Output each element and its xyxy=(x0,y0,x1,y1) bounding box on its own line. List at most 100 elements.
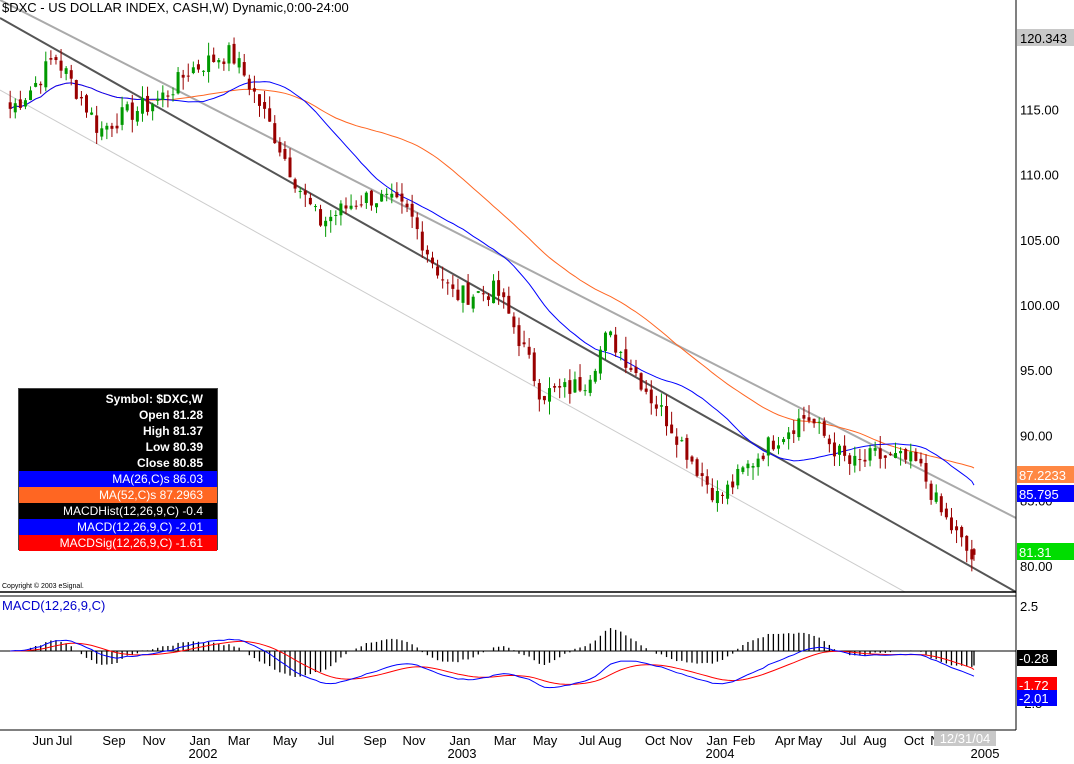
candle-body xyxy=(191,67,195,74)
candle-body xyxy=(268,108,272,122)
candle-body xyxy=(415,217,419,230)
candle-body xyxy=(405,203,409,208)
time-tick-label: Aug xyxy=(598,733,621,748)
macd-panel-title: MACD(12,26,9,C) xyxy=(2,598,105,613)
candle-body xyxy=(466,282,470,305)
candle-body xyxy=(649,389,653,404)
candle-body xyxy=(257,94,261,106)
candle-body xyxy=(822,421,826,436)
candle-body xyxy=(461,285,465,303)
legend-macd: MACD(12,26,9,C) -2.01 xyxy=(19,519,217,535)
candle-body xyxy=(527,346,531,355)
copyright-text: Copyright © 2003 eSignal. xyxy=(2,582,84,590)
time-tick-label: Sep xyxy=(102,733,125,748)
candle-body xyxy=(232,43,236,64)
candle-body xyxy=(614,334,618,353)
candle-body xyxy=(955,526,959,531)
price-tag-last xyxy=(1017,543,1074,560)
candle-body xyxy=(838,445,842,455)
candle-body xyxy=(176,72,180,94)
candle-body xyxy=(237,58,241,68)
candle-body xyxy=(904,449,908,460)
candle-body xyxy=(283,148,287,159)
candle-body xyxy=(481,293,485,295)
year-label: 2002 xyxy=(189,746,218,759)
candle-body xyxy=(349,205,353,209)
candle-body xyxy=(659,405,663,407)
candle-body xyxy=(375,203,379,208)
candle-body xyxy=(573,379,577,393)
legend-macdsig: MACDSig(12,26,9,C) -1.61 xyxy=(19,535,217,551)
candle-body xyxy=(23,100,27,107)
candle-body xyxy=(746,463,750,469)
candle-body xyxy=(125,104,129,111)
candle-body xyxy=(883,455,887,458)
candle-body xyxy=(766,437,770,456)
candle-body xyxy=(227,45,231,64)
candle-body xyxy=(171,94,175,96)
time-tick-label: Mar xyxy=(228,733,251,748)
candle-body xyxy=(354,205,358,207)
macd-panel[interactable] xyxy=(0,628,1016,689)
candle-body xyxy=(522,342,526,345)
candle-body xyxy=(278,142,282,153)
candle-body xyxy=(797,418,801,438)
time-tick-label: Jul xyxy=(318,733,335,748)
candle-body xyxy=(914,451,918,461)
candle-body xyxy=(344,205,348,209)
time-tick-label: Jan xyxy=(707,733,728,748)
candle-body xyxy=(593,370,597,382)
candle-body xyxy=(970,549,974,560)
candle-body xyxy=(156,98,160,101)
candle-body xyxy=(84,95,88,113)
candle-body xyxy=(120,107,124,125)
candle-body xyxy=(644,388,648,392)
candle-body xyxy=(873,448,877,451)
candle-body xyxy=(888,454,892,456)
candle-body xyxy=(960,527,964,538)
candle-body xyxy=(49,58,53,60)
macd-tag-hist xyxy=(1017,650,1057,666)
legend-ma52: MA(52,C)s 87.2963 xyxy=(19,487,217,503)
candle-body xyxy=(695,459,699,476)
candle-body xyxy=(74,80,78,99)
candle-body xyxy=(532,352,536,382)
macd-tag-label: -2.01 xyxy=(1019,691,1049,706)
time-tick-label: Aug xyxy=(863,733,886,748)
candle-body xyxy=(430,257,434,264)
candle-body xyxy=(105,125,109,130)
candle-body xyxy=(151,104,155,112)
time-tick-label: Feb xyxy=(733,733,755,748)
cursor-date-tag xyxy=(934,731,996,746)
time-tick-label: Nov xyxy=(142,733,166,748)
candle-body xyxy=(832,442,836,457)
candle-body xyxy=(792,430,796,434)
candle-body xyxy=(624,349,628,368)
candle-body xyxy=(273,123,277,144)
candle-body xyxy=(319,209,323,226)
price-tag-label: 87.2233 xyxy=(1019,468,1066,483)
candle-body xyxy=(395,192,399,198)
candle-body xyxy=(909,451,913,462)
candle-body xyxy=(568,380,572,394)
candle-body xyxy=(548,388,552,402)
time-tick-label: Mar xyxy=(494,733,517,748)
candle-body xyxy=(186,75,190,77)
candle-body xyxy=(949,517,953,531)
candle-body xyxy=(212,54,216,63)
price-tick-label: 115.00 xyxy=(1020,102,1059,117)
ma52-line xyxy=(9,82,975,469)
candle-body xyxy=(13,103,17,113)
price-tag-high xyxy=(1017,29,1074,46)
candle-body xyxy=(517,325,521,347)
price-panel[interactable] xyxy=(0,0,1017,593)
candle-body xyxy=(670,424,674,434)
candle-body xyxy=(425,249,429,255)
candle-body xyxy=(761,455,765,460)
price-tag-ma26 xyxy=(1017,485,1074,502)
candle-body xyxy=(578,377,582,391)
candle-body xyxy=(542,395,546,401)
candle-body xyxy=(843,445,847,456)
